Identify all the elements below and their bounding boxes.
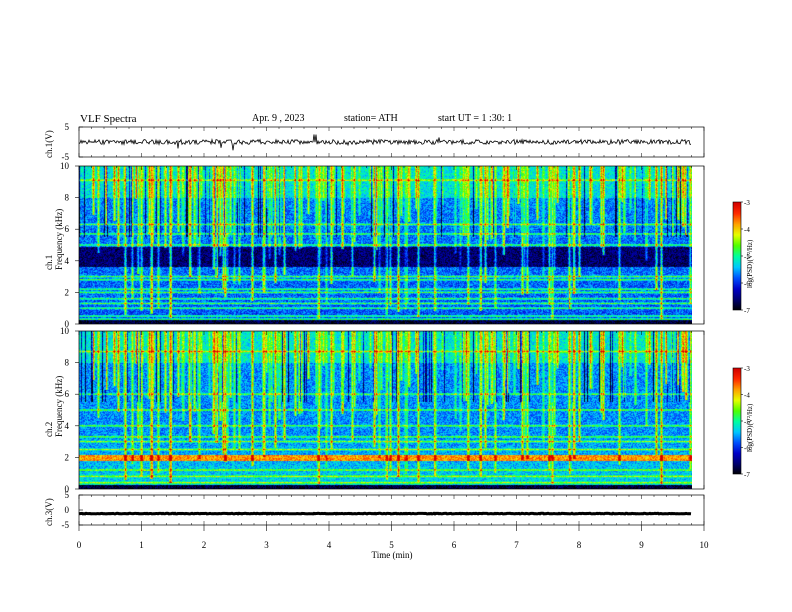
y-tick-label: 10: [60, 326, 70, 336]
plot-station: station= ATH: [344, 113, 398, 124]
colorbar-tick-label: -6: [744, 280, 750, 288]
colorbar-tick-label: -5: [744, 418, 750, 426]
chart-marks: 5-50246810-3-4-5-6-70246810-3-4-5-6-750-…: [60, 122, 750, 550]
y-tick-label: -5: [62, 152, 70, 162]
colorbar-tick-label: -4: [744, 226, 750, 234]
x-tick-label: 3: [264, 540, 269, 550]
y-tick-label: 0: [65, 505, 70, 515]
plot-title: VLF Spectra: [80, 113, 137, 125]
y-tick-label: 0: [65, 484, 70, 494]
y-tick-label: 6: [65, 224, 70, 234]
x-tick-label: 8: [577, 540, 582, 550]
spectrogram-images: [79, 166, 741, 489]
x-axis-label: Time (min): [372, 550, 413, 560]
plot-date: Apr. 9 , 2023: [252, 113, 305, 124]
y-tick-label: 2: [65, 452, 70, 462]
spectrogram-ch2: [79, 331, 692, 489]
x-tick-label: 0: [77, 540, 82, 550]
colorbar-tick-label: -3: [744, 365, 750, 373]
colorbar-2: [733, 368, 741, 474]
waveform-trace-3: [78, 511, 692, 516]
y-tick-label: 8: [65, 358, 70, 368]
y-tick-label: 0: [65, 319, 70, 329]
colorbar-tick-label: -7: [744, 471, 750, 479]
colorbar-tick-label: -4: [744, 392, 750, 400]
x-tick-label: 6: [452, 540, 457, 550]
colorbar-tick-label: -7: [744, 307, 750, 315]
x-tick-label: 7: [514, 540, 519, 550]
x-tick-label: 2: [202, 540, 207, 550]
x-tick-label: 10: [700, 540, 710, 550]
x-tick-label: 4: [327, 540, 332, 550]
colorbar-tick-label: -6: [744, 445, 750, 453]
x-tick-label: 5: [389, 540, 394, 550]
colorbar-tick-label: -3: [744, 199, 750, 207]
spectrogram-ch1: [79, 166, 692, 324]
colorbar-1: [733, 202, 741, 310]
y-tick-label: 10: [60, 161, 70, 171]
y-tick-label: 4: [65, 256, 70, 266]
y-tick-label: -5: [62, 520, 70, 530]
y-tick-label: 2: [65, 287, 70, 297]
panel-frame-3: [78, 494, 705, 526]
x-tick-label: 9: [639, 540, 644, 550]
x-tick-label: 1: [139, 540, 144, 550]
y-tick-label: 5: [65, 490, 70, 500]
colorbar-tick-label: -5: [744, 253, 750, 261]
waveform-trace-0: [78, 134, 691, 151]
plot-start-time: start UT = 1 :30: 1: [438, 113, 513, 124]
y-tick-label: 5: [65, 122, 70, 132]
y-tick-label: 4: [65, 421, 70, 431]
y-tick-label: 8: [65, 193, 70, 203]
y-tick-label: 6: [65, 389, 70, 399]
